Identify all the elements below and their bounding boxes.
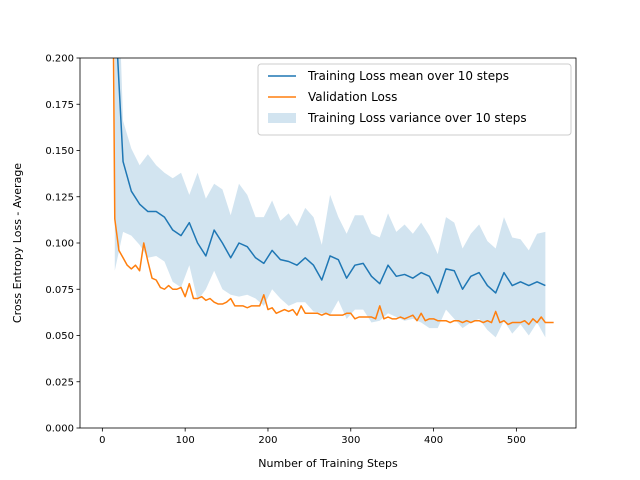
y-tick-label: 0.000 xyxy=(45,424,74,435)
x-tick-label: 400 xyxy=(424,435,443,446)
x-tick-label: 0 xyxy=(99,435,105,446)
y-tick-label: 0.075 xyxy=(45,285,74,296)
y-tick-label: 0.150 xyxy=(45,146,74,157)
y-axis-label: Cross Entropy Loss - Average xyxy=(11,163,24,323)
y-tick-label: 0.050 xyxy=(45,331,74,342)
plot-area xyxy=(112,58,554,338)
legend: Training Loss mean over 10 steps Validati… xyxy=(257,63,572,136)
series-line xyxy=(116,58,546,294)
x-axis-label: Number of Training Steps xyxy=(258,457,398,470)
y-tick-label: 0.175 xyxy=(45,100,74,111)
y-tick-label: 0.200 xyxy=(45,54,74,65)
legend-box xyxy=(257,63,572,136)
legend-label: Training Loss mean over 10 steps xyxy=(307,69,509,83)
y-tick-label: 0.125 xyxy=(45,192,74,203)
y-tick-label: 0.025 xyxy=(45,377,74,388)
x-tick-label: 200 xyxy=(258,435,277,446)
legend-label: Validation Loss xyxy=(308,90,397,104)
y-tick-label: 0.100 xyxy=(45,239,74,250)
series-line xyxy=(112,58,554,326)
legend-swatch xyxy=(268,113,296,123)
x-tick-label: 100 xyxy=(176,435,195,446)
x-tick-label: 500 xyxy=(507,435,526,446)
legend-label: Training Loss variance over 10 steps xyxy=(307,111,527,125)
variance-band xyxy=(114,58,546,338)
x-tick-label: 300 xyxy=(341,435,360,446)
